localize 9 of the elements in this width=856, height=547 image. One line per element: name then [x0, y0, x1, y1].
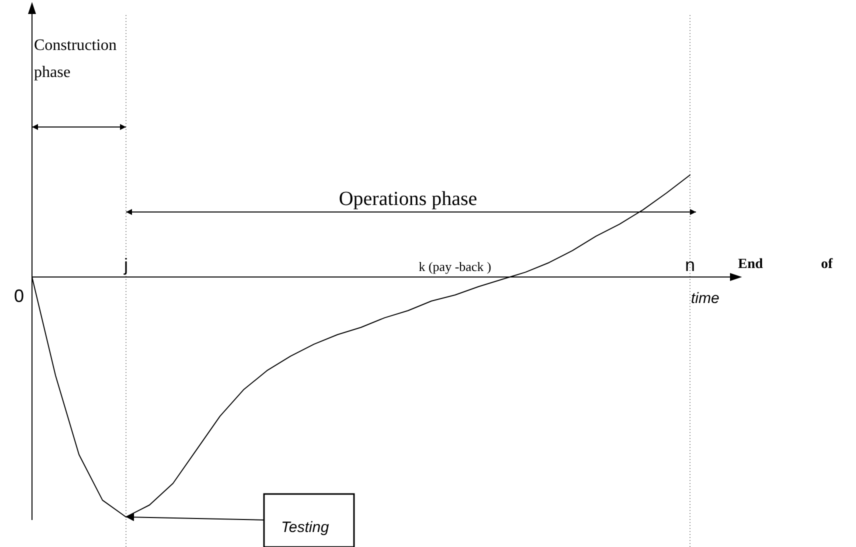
- text: Construction phase: [34, 37, 117, 81]
- annotation: Operations phase: [338, 188, 478, 210]
- x-tick-label: k (pay -back ): [418, 259, 492, 274]
- annotation: Testing: [281, 519, 330, 536]
- x-axis-title: time: [691, 290, 720, 307]
- text: End of: [738, 257, 833, 272]
- x-tick-label: n: [684, 255, 696, 275]
- x-tick-label: j: [123, 255, 128, 275]
- annotation: 0: [14, 286, 24, 306]
